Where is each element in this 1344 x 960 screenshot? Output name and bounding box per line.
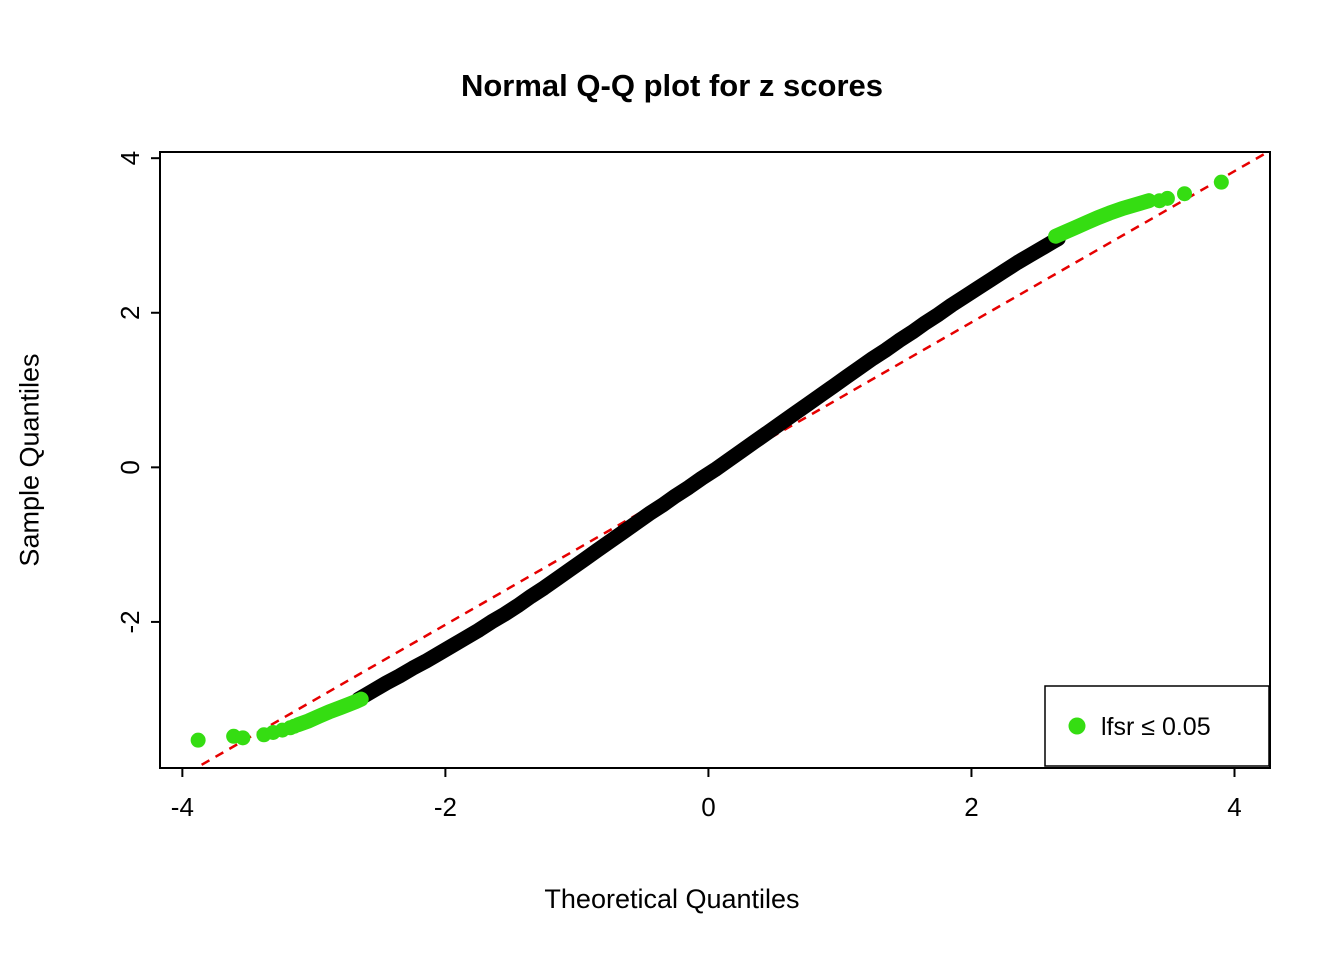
lfsr-significant-right-dots (1152, 174, 1229, 209)
x-tick-label: 0 (701, 792, 715, 822)
lfsr-significant-left-dots (190, 718, 302, 748)
y-axis-ticks: -2 0 2 4 (115, 151, 160, 633)
qq-points-black (351, 231, 1066, 707)
legend-label: lfsr ≤ 0.05 (1101, 713, 1211, 741)
y-tick-label: 0 (115, 460, 145, 474)
legend-marker-icon (1068, 717, 1086, 735)
y-tick-label: -2 (115, 610, 145, 633)
chart-title: Normal Q-Q plot for z scores (460, 68, 883, 103)
legend: lfsr ≤ 0.05 (1044, 685, 1270, 767)
x-tick-label: -2 (434, 792, 457, 822)
x-tick-label: 2 (964, 792, 978, 822)
y-tick-label: 2 (115, 306, 145, 320)
plot-box (159, 151, 1271, 769)
x-axis-ticks: -4 -2 0 2 4 (171, 768, 1242, 822)
lfsr-significant-left-band (290, 691, 369, 733)
y-tick-label: 4 (115, 151, 145, 165)
x-tick-label: -4 (171, 792, 194, 822)
y-axis-label: Sample Quantiles (14, 353, 45, 567)
x-axis-label: Theoretical Quantiles (544, 884, 800, 914)
x-tick-label: 4 (1227, 792, 1241, 822)
lfsr-significant-right-band (1048, 193, 1157, 244)
